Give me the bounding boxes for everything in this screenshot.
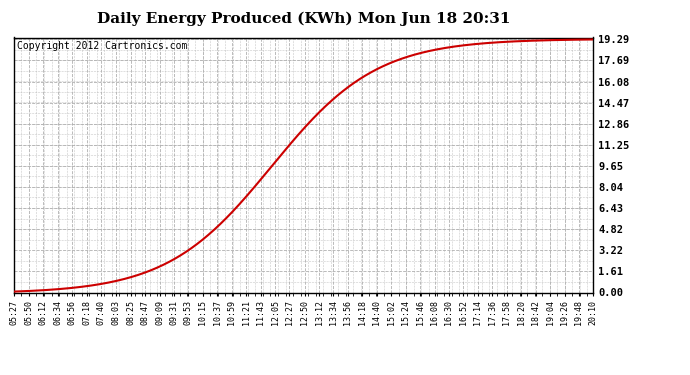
Text: Copyright 2012 Cartronics.com: Copyright 2012 Cartronics.com — [17, 41, 187, 51]
Text: Daily Energy Produced (KWh) Mon Jun 18 20:31: Daily Energy Produced (KWh) Mon Jun 18 2… — [97, 11, 511, 26]
